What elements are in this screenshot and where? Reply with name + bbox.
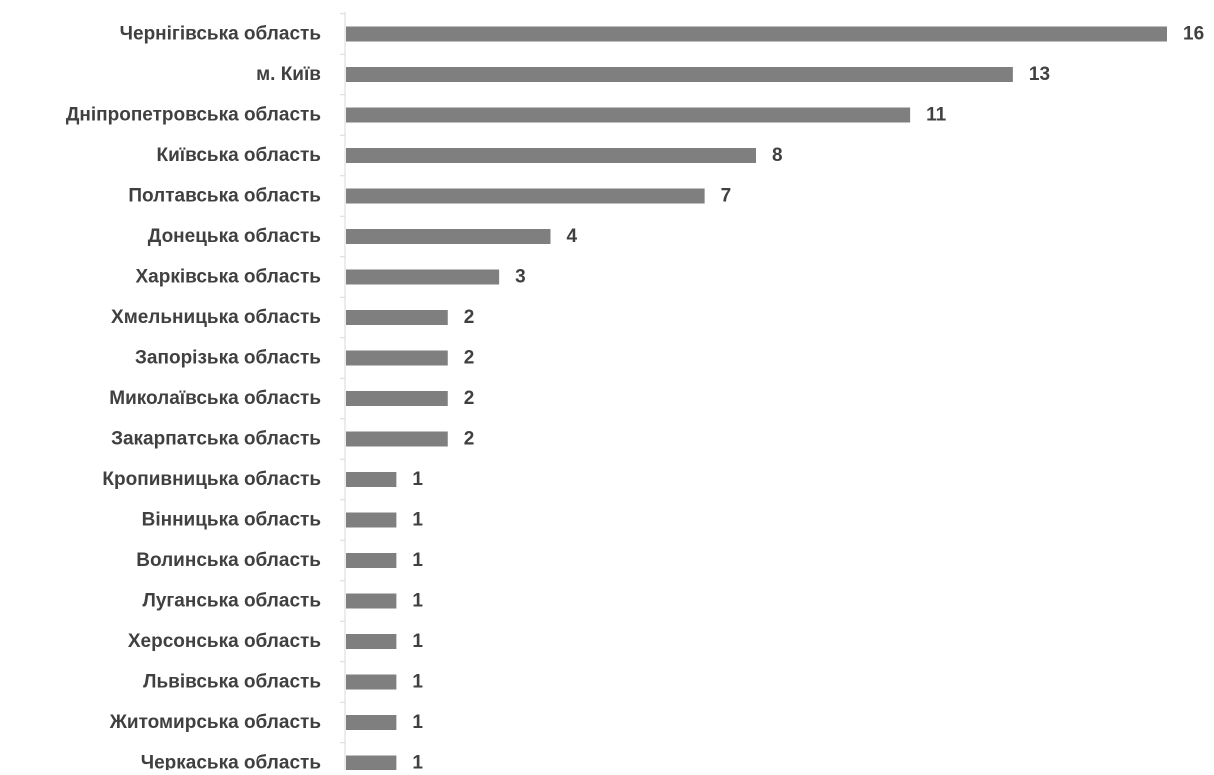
- bar: [346, 674, 397, 690]
- bar: [346, 107, 911, 123]
- bar: [346, 553, 397, 568]
- category-label: Миколаївська область: [109, 388, 321, 409]
- data-label: 7: [721, 186, 732, 207]
- data-label: 16: [1183, 24, 1204, 45]
- bar: [346, 229, 551, 244]
- category-label: Львівська область: [143, 672, 321, 693]
- bar: [346, 26, 1167, 42]
- data-label: 11: [926, 105, 947, 126]
- bar: [346, 269, 500, 285]
- bar: [346, 512, 397, 528]
- bar: [346, 148, 756, 163]
- data-label: 1: [412, 712, 423, 733]
- bar: [346, 391, 448, 406]
- bar: [346, 350, 448, 366]
- bar: [346, 431, 448, 447]
- category-label: Кропивницька область: [102, 469, 321, 490]
- data-label: 8: [772, 145, 783, 166]
- data-label: 1: [412, 591, 423, 612]
- category-label: Хмельницька область: [111, 307, 321, 328]
- bar: [346, 715, 397, 730]
- category-label: Черкаська область: [141, 753, 321, 771]
- category-label: Закарпатська область: [111, 429, 321, 450]
- data-label: 3: [515, 267, 526, 288]
- data-label: 2: [464, 388, 475, 409]
- category-label: Київська область: [157, 145, 322, 166]
- data-label: 1: [412, 510, 423, 531]
- category-label: Запорізька область: [135, 348, 321, 369]
- category-label: Вінницька область: [142, 510, 321, 531]
- bar: [346, 593, 397, 609]
- data-label: 1: [412, 672, 423, 693]
- bar: [346, 472, 397, 487]
- data-label: 1: [412, 753, 423, 771]
- bar: [346, 755, 397, 771]
- data-label: 1: [412, 469, 423, 490]
- category-label: Донецька область: [148, 226, 321, 247]
- category-label: Житомирська область: [109, 712, 321, 733]
- category-label: Полтавська область: [128, 186, 321, 207]
- bar: [346, 310, 448, 325]
- category-label: Херсонська область: [128, 631, 321, 652]
- data-label: 13: [1029, 64, 1050, 85]
- bar: [346, 188, 705, 204]
- bar: [346, 634, 397, 649]
- category-label: Волинська область: [136, 550, 321, 571]
- data-label: 4: [567, 226, 578, 247]
- category-label: Луганська область: [142, 591, 321, 612]
- category-label: Харківська область: [135, 267, 321, 288]
- category-label: Дніпропетровська область: [66, 105, 321, 126]
- data-label: 1: [412, 550, 423, 571]
- data-label: 2: [464, 307, 475, 328]
- bar: [346, 67, 1013, 82]
- data-label: 2: [464, 429, 475, 450]
- category-label: м. Київ: [256, 64, 321, 85]
- data-label: 1: [412, 631, 423, 652]
- category-label: Чернігівська область: [120, 24, 321, 45]
- data-label: 2: [464, 348, 475, 369]
